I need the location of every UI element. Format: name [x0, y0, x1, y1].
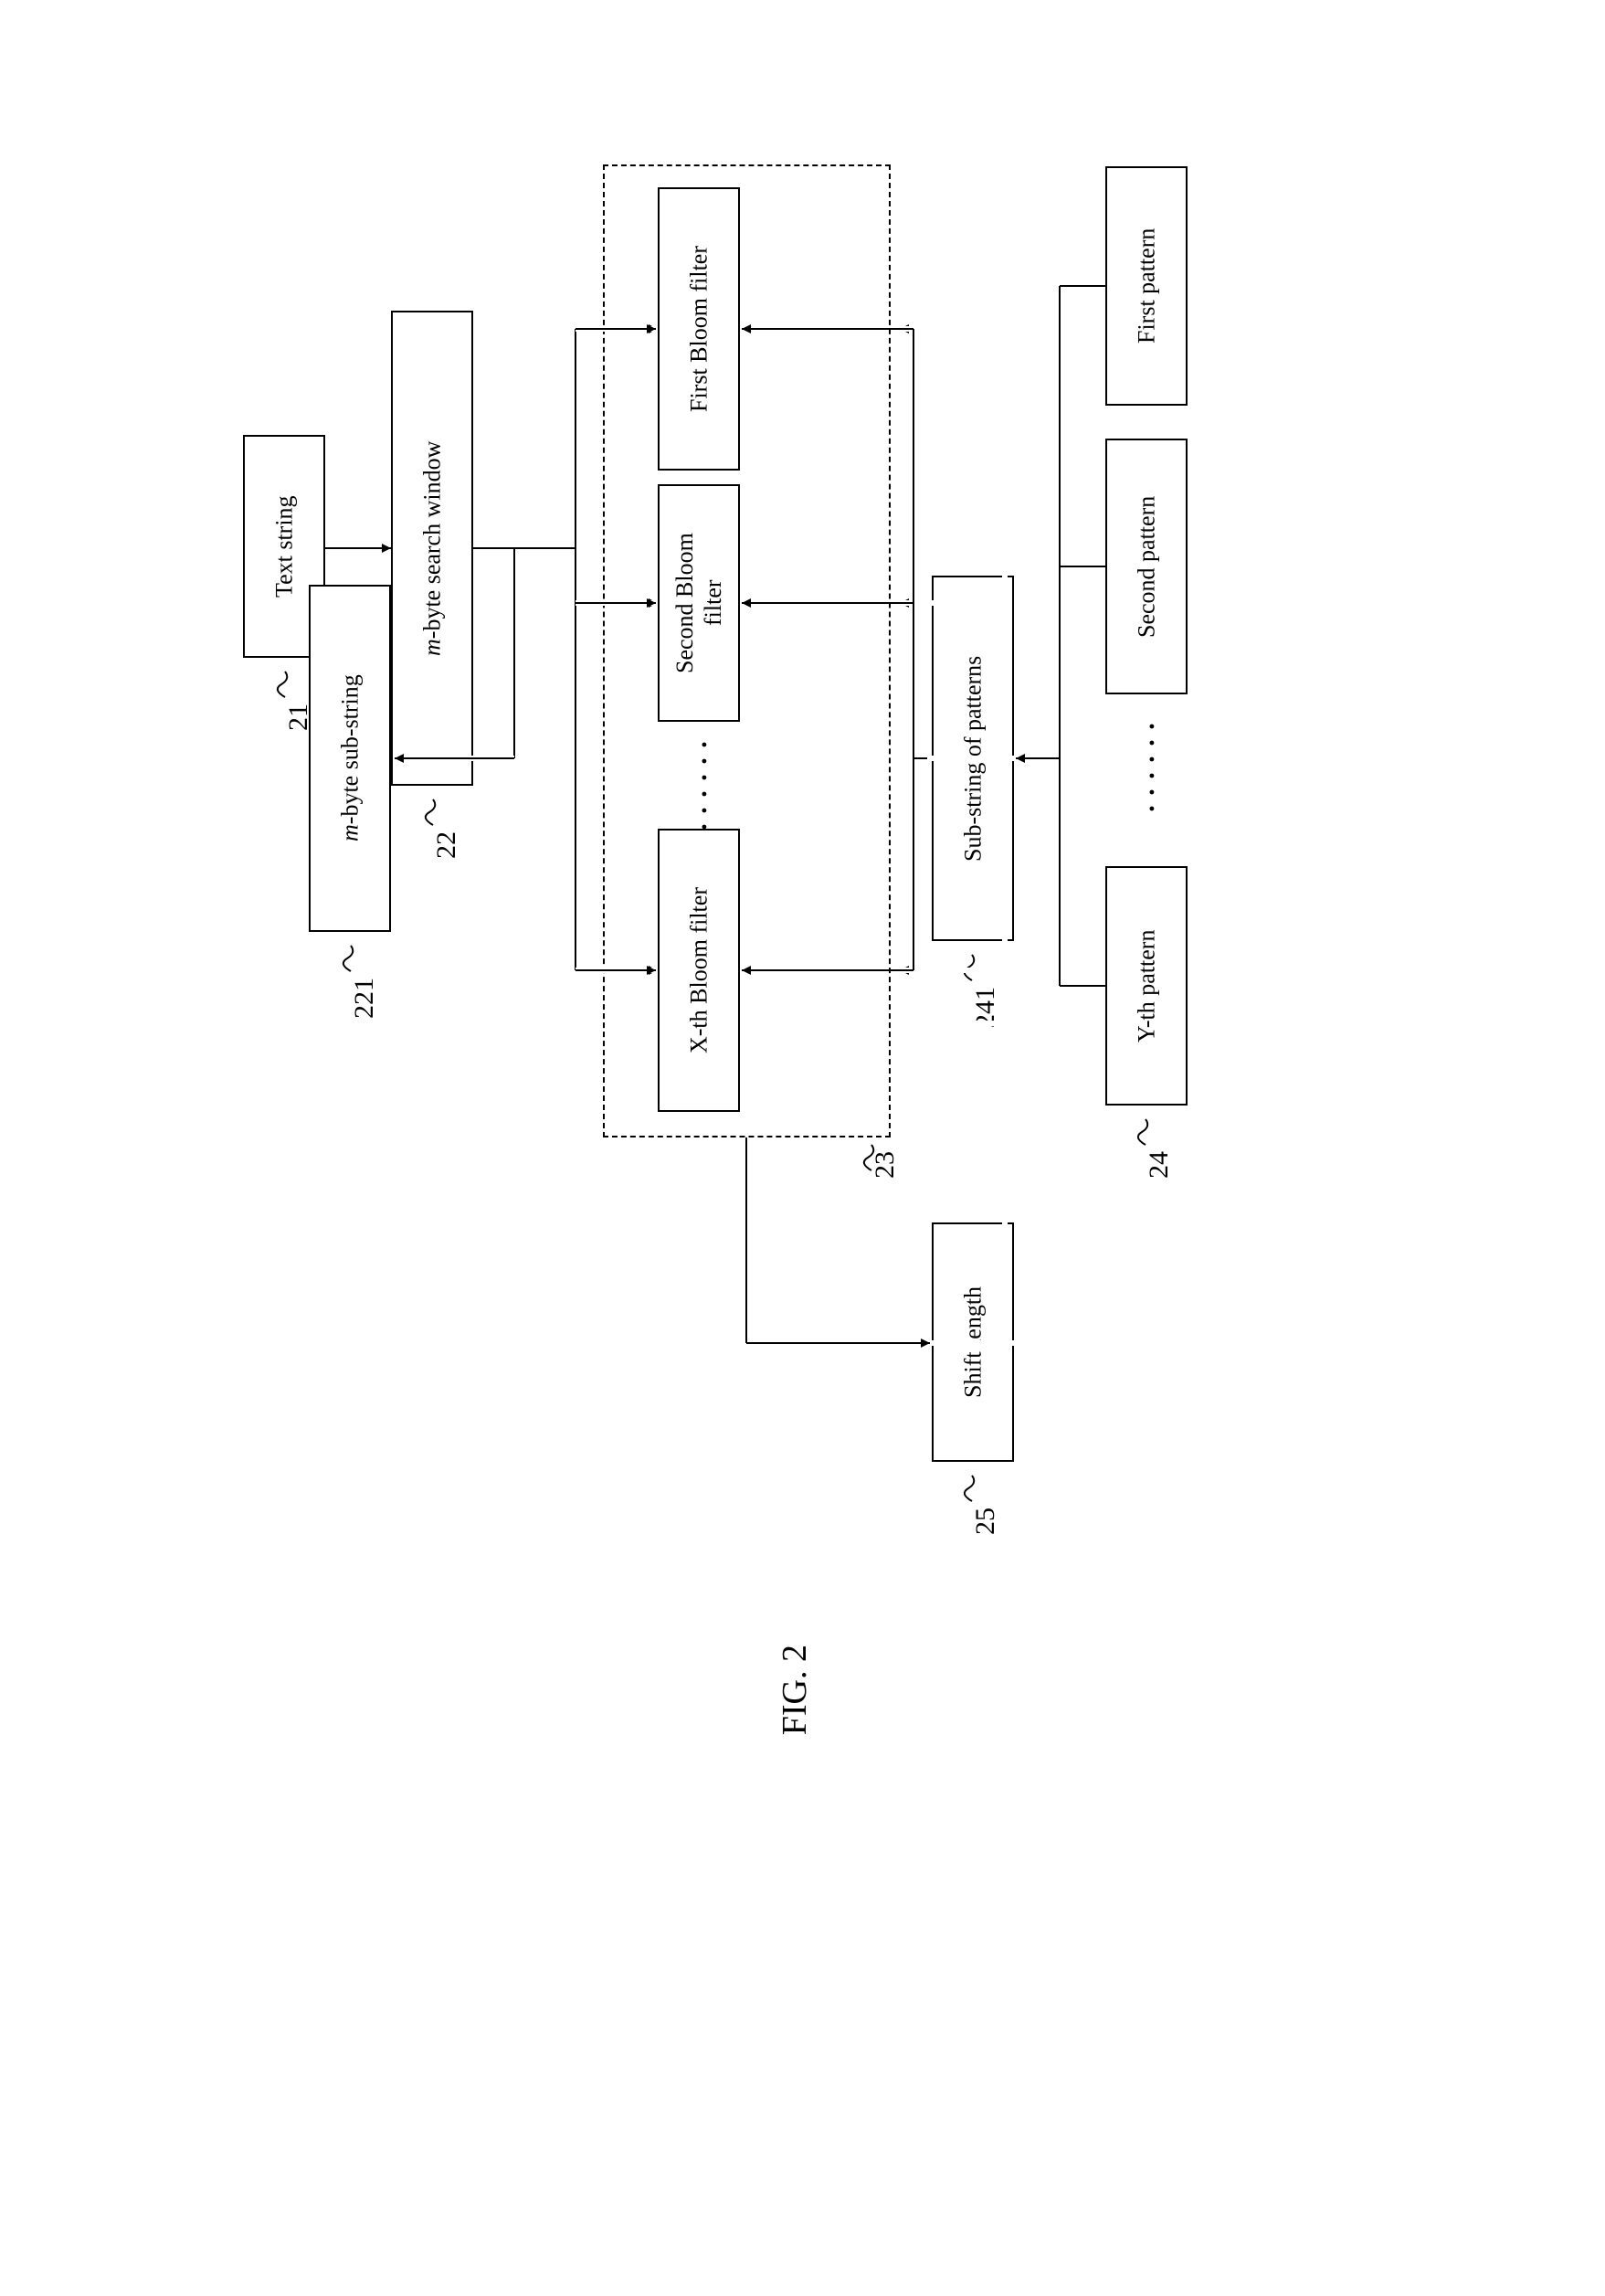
- box-second-bloom-filter: Second Bloomfilter: [658, 484, 740, 722]
- label-bloomx: X-th Bloom filter: [684, 887, 713, 1053]
- SS221-label: m-byte sub-string: [335, 675, 364, 842]
- ref-221: 221: [349, 978, 380, 1019]
- box-second-pattern: Second pattern: [1105, 439, 1188, 694]
- box-first-bloom-filter: First Bloom filter: [658, 187, 740, 471]
- label-pattern2: Second pattern: [1132, 495, 1160, 637]
- label-patterny: Y-th pattern: [1132, 929, 1160, 1042]
- bloom-filter-group: [603, 164, 891, 1137]
- box-sub-string-of-patterns: Sub-string of patterns: [932, 576, 1014, 941]
- ref-22: 22: [431, 831, 462, 859]
- box-first-pattern: First pattern: [1105, 166, 1188, 406]
- label-sub-patterns: Sub-string of patterns: [958, 655, 987, 861]
- box-yth-pattern: Y-th pattern: [1105, 866, 1188, 1106]
- label-search-window: m-byte search window: [417, 440, 446, 655]
- ellipsis-bloom: ······: [688, 740, 719, 839]
- ref-25: 25: [970, 1508, 1001, 1535]
- SS221: m-byte sub-string: [309, 585, 391, 932]
- box-xth-bloom-filter: X-th Bloom filter: [658, 829, 740, 1112]
- box-shift-length: Shift length: [932, 1222, 1014, 1462]
- ref-21: 21: [283, 704, 314, 731]
- box-search-window: m-byte search window: [391, 311, 473, 786]
- ref-24: 24: [1144, 1151, 1175, 1179]
- ref-23: 23: [870, 1151, 901, 1179]
- ref-241: 241: [970, 987, 1001, 1028]
- figure-label: FIG. 2: [775, 1645, 815, 1735]
- label-text-string: Text string: [269, 495, 298, 598]
- label-bloom2: Second Bloomfilter: [671, 533, 727, 673]
- label-pattern1: First pattern: [1132, 228, 1160, 344]
- label-shift-length: Shift length: [958, 1286, 987, 1398]
- label-bloom1: First Bloom filter: [684, 246, 713, 412]
- ellipsis-patterns: ······: [1135, 722, 1167, 820]
